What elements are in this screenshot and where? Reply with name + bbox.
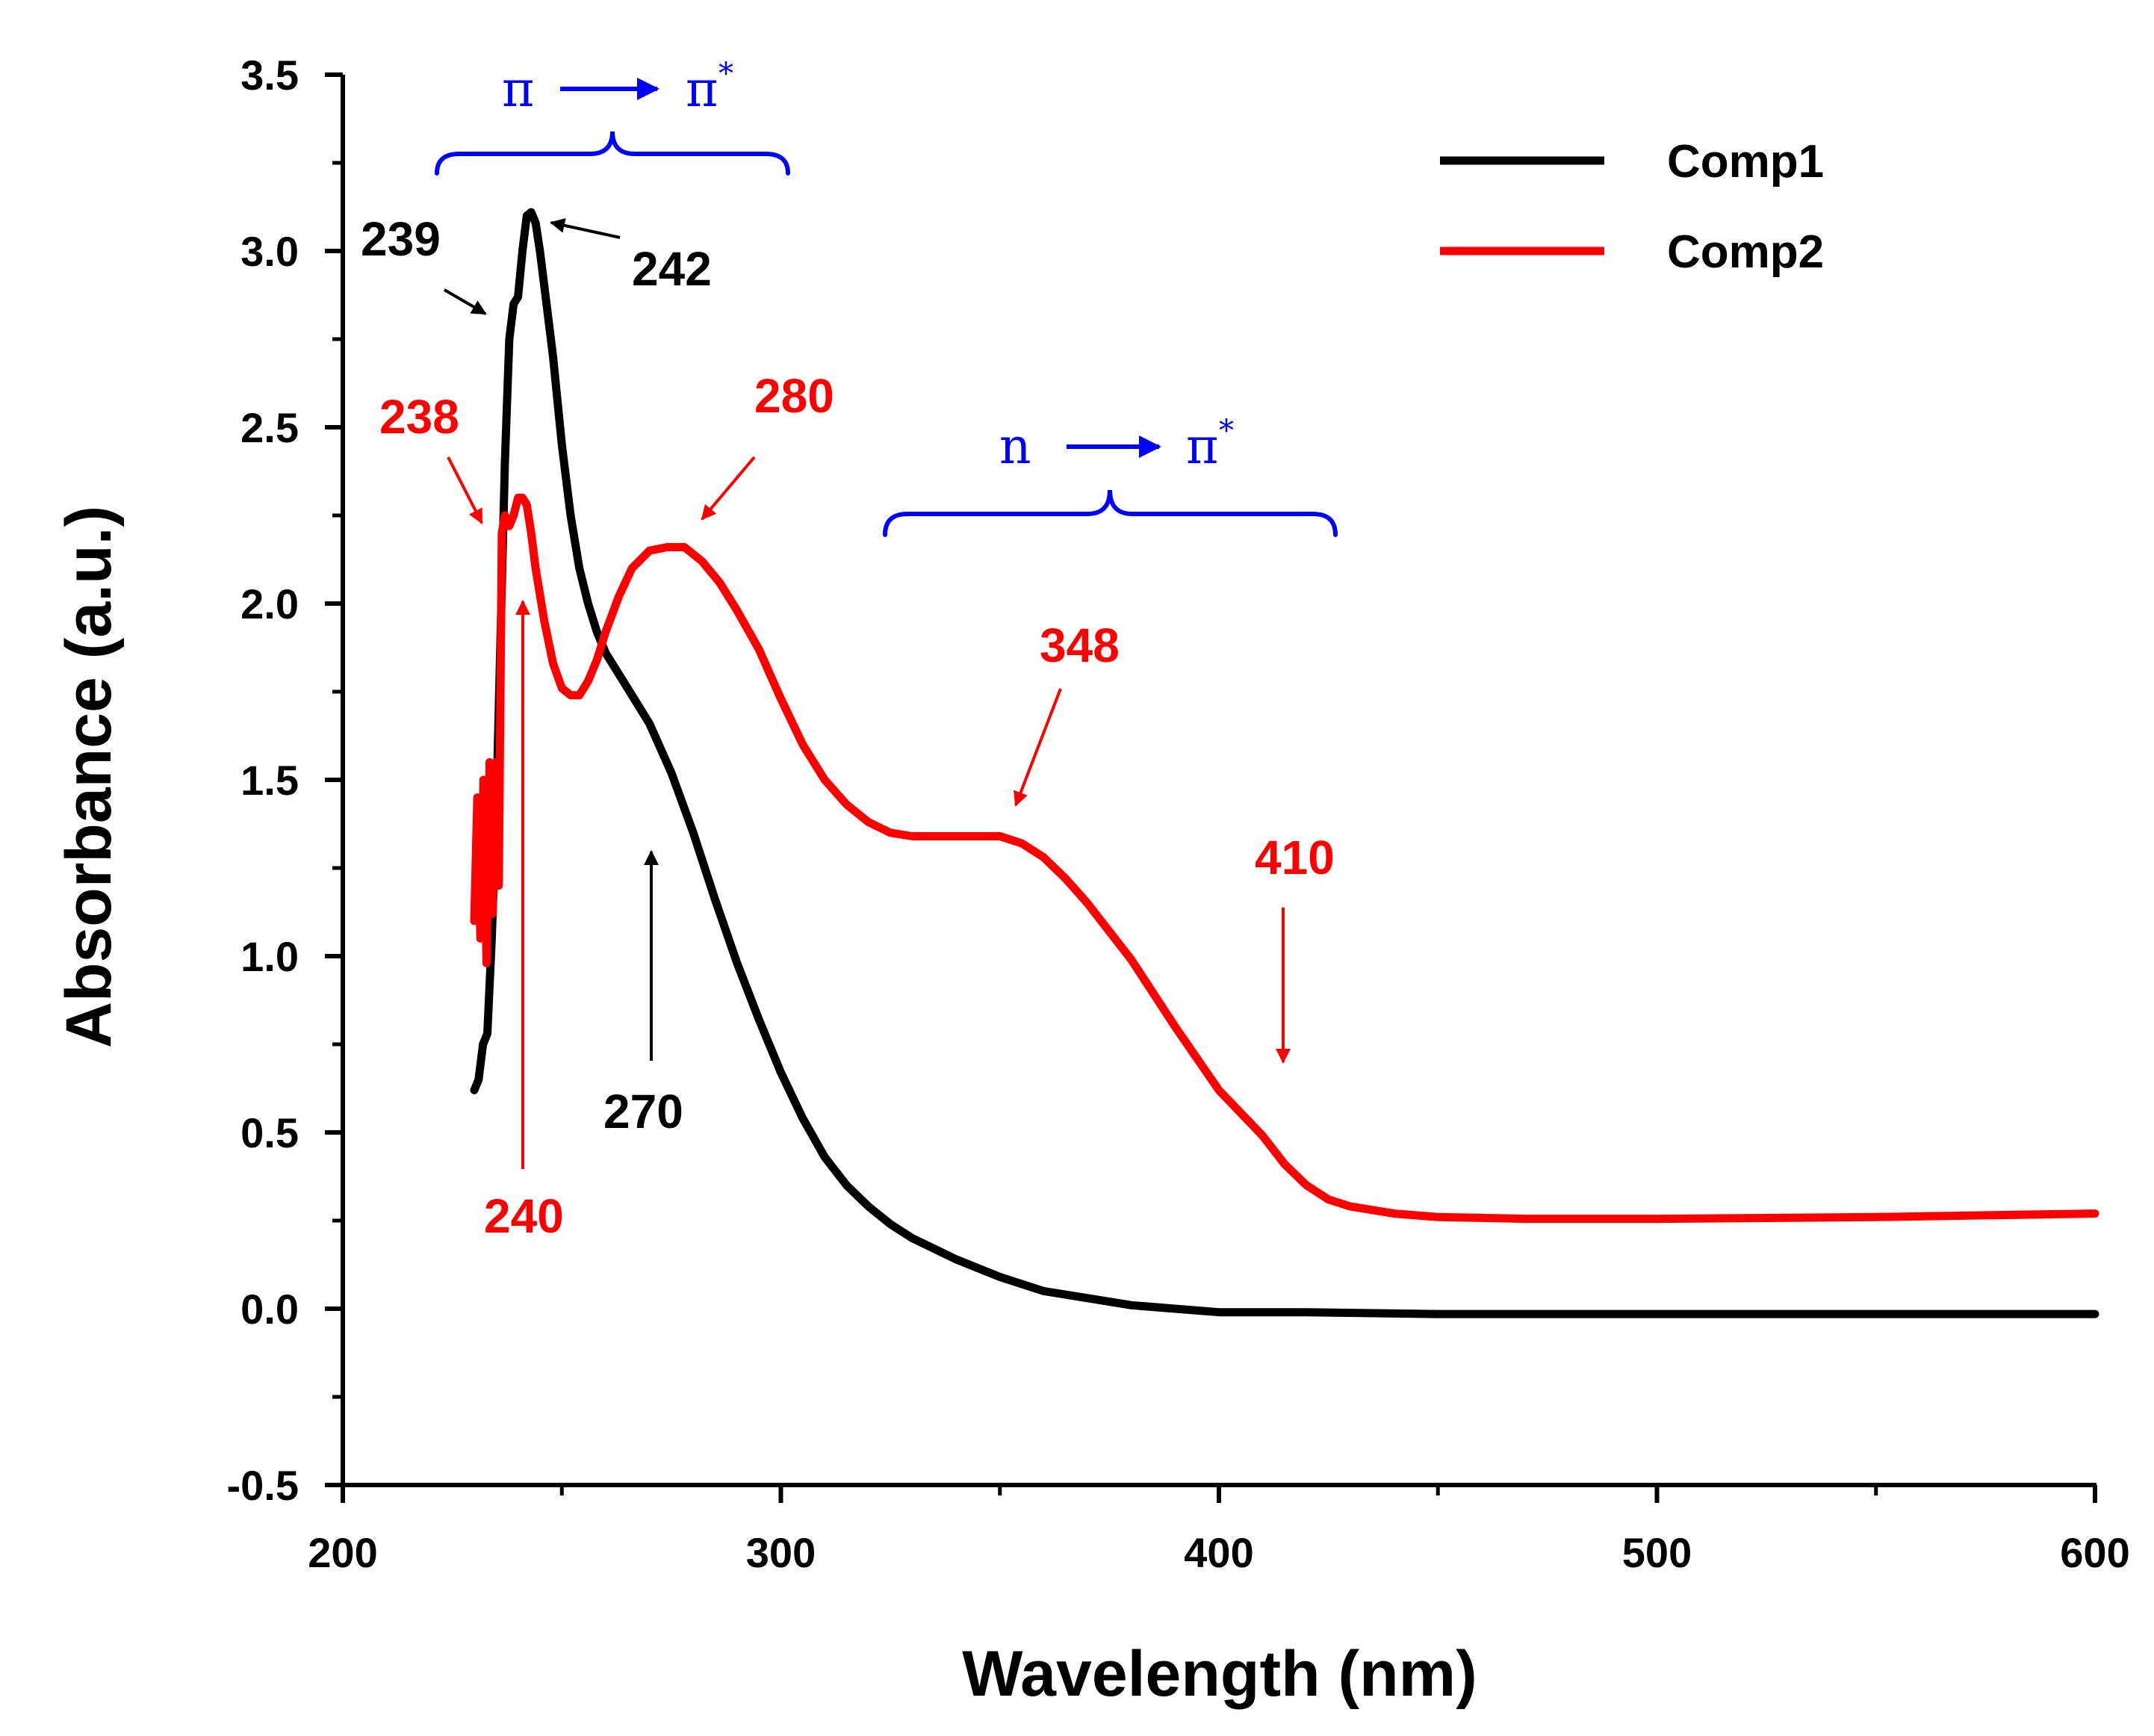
annotation-label-270: 270 xyxy=(603,1085,683,1138)
y-tick-label: 0.5 xyxy=(240,1109,299,1156)
series-group xyxy=(470,208,2099,1318)
y-tick-label: 2.0 xyxy=(240,580,299,627)
y-tick-label: 2.5 xyxy=(240,404,299,451)
annotation-arrow-238 xyxy=(447,456,483,524)
x-axis-title: Wavelength (nm) xyxy=(962,1638,1477,1710)
transition-to-label: π xyxy=(1186,418,1218,475)
series-line-comp2 xyxy=(470,493,2099,1224)
annotation-label-239: 239 xyxy=(361,212,441,266)
annotation-label-280: 280 xyxy=(754,369,834,423)
annotation-arrow-239 xyxy=(443,288,487,315)
transition-from-label: n xyxy=(999,418,1031,475)
y-tick-label: 0.0 xyxy=(240,1286,299,1333)
transition-from-label: π xyxy=(502,61,534,118)
x-tick-label: 300 xyxy=(746,1529,816,1576)
annotation-arrow-280 xyxy=(701,456,756,521)
y-ticks: -0.5 0.0 0.5 1.0 1.5 2.0 2.5 3.0 3.5 xyxy=(227,52,343,1509)
annotation-arrow-348 xyxy=(1014,688,1062,807)
transition-to-label: π xyxy=(686,61,718,118)
legend-label-comp2: Comp2 xyxy=(1667,226,1824,278)
x-tick-label: 500 xyxy=(1622,1529,1692,1576)
y-axis-title: Absorbance (a.u.) xyxy=(53,506,125,1048)
x-tick-label: 600 xyxy=(2060,1529,2129,1576)
y-tick-label: 3.0 xyxy=(240,228,299,275)
legend-label-comp1: Comp1 xyxy=(1667,136,1824,187)
peak-annotations: 239 242 270 238 240 280 348 410 xyxy=(361,212,1335,1243)
transition-pi-pi-star: π π * xyxy=(435,57,790,176)
x-tick-label: 200 xyxy=(308,1529,377,1576)
y-tick-label: 1.5 xyxy=(240,757,299,804)
axes xyxy=(341,75,2096,1487)
annotation-label-238: 238 xyxy=(379,390,459,444)
annotation-label-410: 410 xyxy=(1255,831,1335,884)
y-tick-label: 3.5 xyxy=(240,52,299,99)
x-ticks: 200 300 400 500 600 xyxy=(308,1485,2130,1576)
annotation-label-242: 242 xyxy=(632,242,712,296)
annotation-arrow-242 xyxy=(550,218,621,239)
curly-brace xyxy=(883,489,1338,537)
transition-sup-label: * xyxy=(1219,414,1234,448)
curly-brace xyxy=(435,131,790,176)
annotation-label-348: 348 xyxy=(1040,619,1120,672)
series-line-comp1 xyxy=(470,208,2099,1318)
annotation-label-240: 240 xyxy=(484,1189,564,1243)
legend: Comp1 Comp2 xyxy=(1440,136,1824,278)
transition-sup-label: * xyxy=(718,57,733,91)
y-tick-label: 1.0 xyxy=(240,933,299,980)
y-tick-label: -0.5 xyxy=(227,1462,299,1509)
transition-n-pi-star: n π * xyxy=(883,414,1338,537)
x-tick-label: 400 xyxy=(1184,1529,1253,1576)
